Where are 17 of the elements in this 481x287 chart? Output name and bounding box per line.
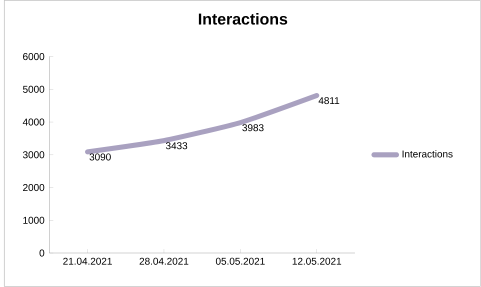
- x-tick-label: 21.04.2021: [63, 258, 112, 265]
- y-tick-label: 5000: [22, 86, 44, 93]
- y-tick-label: 0: [40, 250, 44, 257]
- y-tick-label: 1000: [23, 216, 44, 224]
- y-tick-label: 6000: [23, 53, 44, 60]
- legend-label: Interactions: [402, 150, 453, 158]
- chart-title: Interactions: [198, 13, 288, 25]
- data-label: 4811: [318, 97, 340, 104]
- data-label: 3433: [166, 142, 188, 150]
- x-tick-label: 28.04.2021: [140, 258, 188, 265]
- y-tick-label: 2000: [23, 184, 44, 192]
- data-label: 3983: [242, 124, 264, 132]
- y-tick-label: 3000: [22, 151, 44, 158]
- x-tick-label: 12.05.2021: [292, 258, 342, 265]
- y-tick-label: 4000: [22, 118, 44, 126]
- x-tick-label: 05.05.2021: [216, 258, 265, 265]
- data-label: 3090: [89, 154, 111, 161]
